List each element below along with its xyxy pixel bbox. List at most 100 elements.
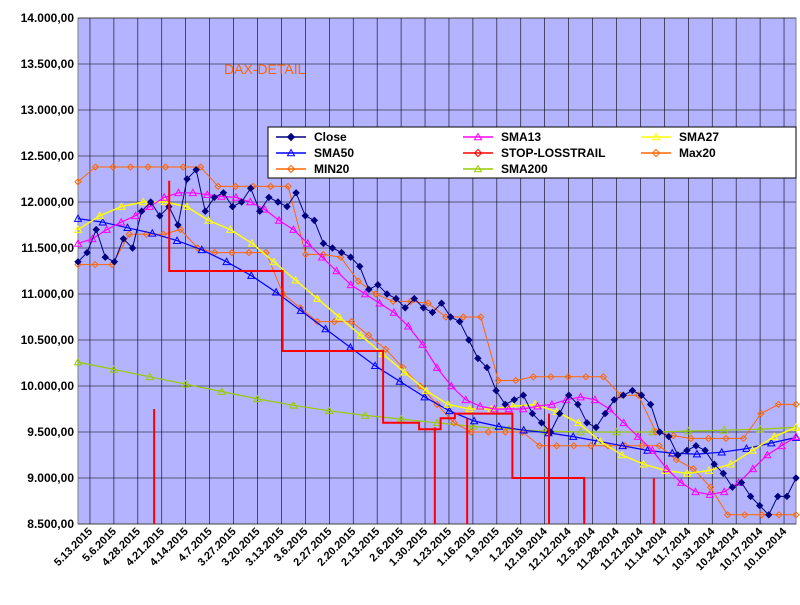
legend-item-close: Close xyxy=(276,130,347,144)
data-point xyxy=(683,446,691,455)
data-point xyxy=(401,304,409,312)
series-line xyxy=(77,201,797,475)
data-point xyxy=(574,418,583,427)
data-point xyxy=(774,492,782,501)
data-point xyxy=(109,163,117,171)
data-point xyxy=(83,248,91,257)
data-point xyxy=(667,448,677,457)
data-point xyxy=(691,487,700,496)
data-point xyxy=(109,364,119,373)
data-point xyxy=(741,511,749,519)
series-close xyxy=(74,166,800,519)
data-point xyxy=(172,236,182,244)
data-point xyxy=(555,409,564,418)
legend-item-stop: STOP-LOSSTRAIL xyxy=(463,146,605,160)
data-point xyxy=(540,426,550,435)
data-point xyxy=(181,379,191,388)
data-point xyxy=(755,501,764,510)
data-point xyxy=(330,317,339,326)
data-point xyxy=(346,280,356,289)
series-line xyxy=(77,192,797,496)
data-point xyxy=(633,432,643,440)
data-point xyxy=(161,163,170,171)
legend-item-sma50: SMA50 xyxy=(276,146,354,160)
data-point xyxy=(612,427,621,436)
data-point xyxy=(722,434,730,443)
data-point xyxy=(317,252,327,261)
data-point xyxy=(445,406,454,415)
series-stop xyxy=(168,180,586,520)
data-point xyxy=(256,207,264,215)
data-point xyxy=(719,425,729,434)
data-point xyxy=(619,418,629,427)
data-point xyxy=(375,298,384,307)
data-point xyxy=(604,404,614,413)
data-point xyxy=(791,422,800,431)
data-point xyxy=(443,399,453,408)
data-point xyxy=(266,182,275,191)
x-axis: 5.13.20155.6.20154.28.20154.21.20154.14.… xyxy=(52,525,790,573)
data-point xyxy=(334,312,344,321)
data-point xyxy=(410,294,418,303)
data-point xyxy=(303,238,313,247)
data-point xyxy=(748,445,757,454)
data-point xyxy=(689,465,698,473)
data-point xyxy=(565,391,573,399)
data-point xyxy=(147,228,157,237)
data-point xyxy=(547,373,555,381)
series-line xyxy=(77,361,797,433)
data-point xyxy=(783,492,791,501)
data-point xyxy=(450,419,458,427)
data-point xyxy=(791,432,800,440)
data-point xyxy=(494,376,502,385)
data-point xyxy=(792,474,800,482)
data-point xyxy=(648,427,657,436)
data-point xyxy=(301,212,309,220)
series-max20 xyxy=(74,163,800,443)
data-point xyxy=(128,244,137,252)
data-point xyxy=(739,434,748,443)
data-point xyxy=(269,257,279,266)
data-point xyxy=(421,386,431,394)
data-point xyxy=(639,459,649,468)
data-point xyxy=(717,447,727,456)
data-point xyxy=(564,373,573,381)
data-point xyxy=(643,445,652,454)
data-point xyxy=(746,492,755,501)
data-point xyxy=(769,432,779,440)
data-point xyxy=(117,202,126,210)
data-point xyxy=(337,248,346,257)
data-point xyxy=(774,400,783,409)
y-tick-label: 9.000,00 xyxy=(27,471,74,485)
data-point xyxy=(196,163,205,171)
data-point xyxy=(547,399,557,408)
data-point xyxy=(319,239,328,248)
data-point xyxy=(792,511,800,519)
data-point xyxy=(247,238,257,247)
data-point xyxy=(646,400,655,409)
legend-label: Close xyxy=(314,130,347,144)
data-point xyxy=(467,428,475,436)
data-point xyxy=(465,404,474,413)
data-point xyxy=(74,178,82,186)
data-point xyxy=(442,313,450,321)
data-point xyxy=(570,442,578,450)
data-point xyxy=(518,428,527,436)
data-point xyxy=(651,148,661,158)
data-point xyxy=(179,163,187,171)
legend-item-min20: MIN20 xyxy=(276,162,350,176)
data-point xyxy=(222,257,231,266)
data-point xyxy=(95,211,105,220)
data-point xyxy=(260,204,270,213)
data-point xyxy=(704,466,714,474)
data-point xyxy=(389,307,399,316)
data-point xyxy=(469,416,479,425)
data-point xyxy=(365,285,373,294)
legend-label: SMA200 xyxy=(501,162,548,176)
data-point xyxy=(456,317,464,326)
data-point xyxy=(692,442,700,450)
y-tick-label: 13.000,00 xyxy=(21,103,75,117)
legend-item-max20: Max20 xyxy=(641,146,716,160)
data-point xyxy=(618,441,628,450)
